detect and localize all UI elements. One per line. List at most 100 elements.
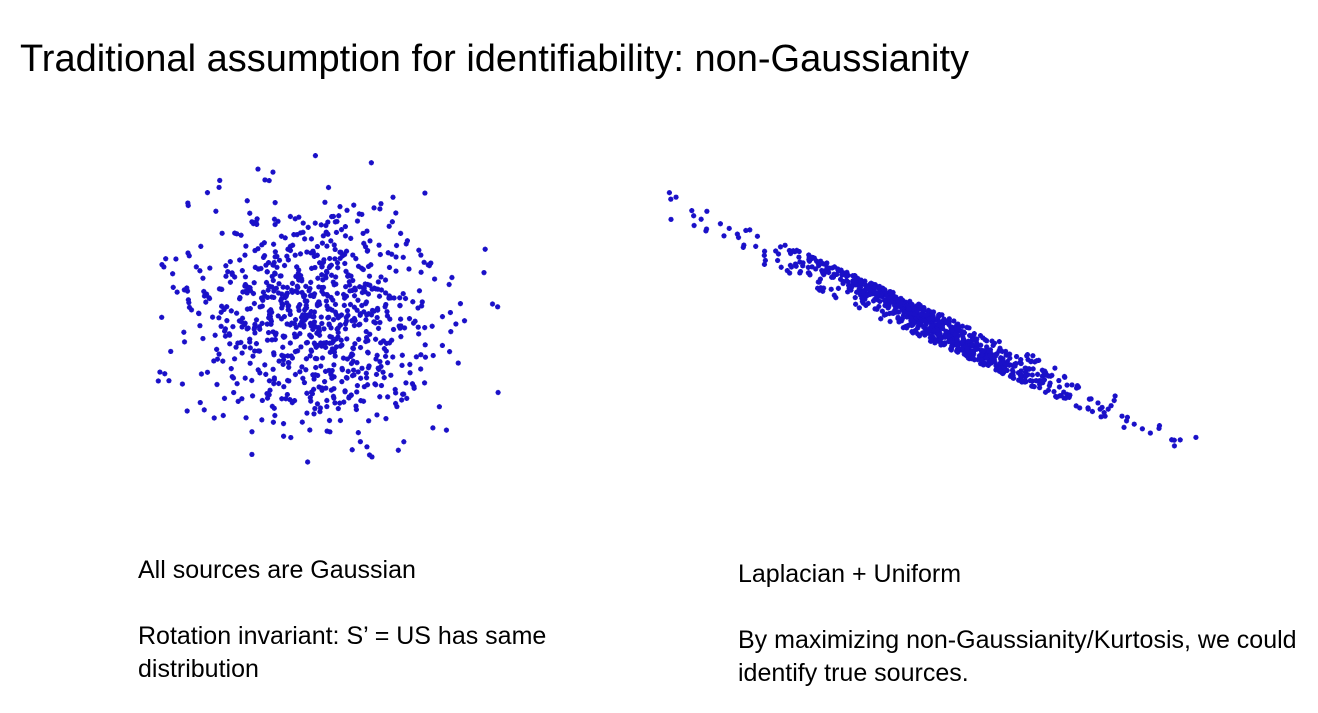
laplacian-uniform-point xyxy=(1121,424,1127,430)
gaussian-point xyxy=(329,346,335,352)
laplacian-uniform-point xyxy=(920,324,927,330)
laplacian-uniform-point xyxy=(901,309,907,315)
gaussian-point xyxy=(292,349,298,355)
laplacian-uniform-point xyxy=(955,345,961,351)
laplacian-uniform-point xyxy=(817,276,823,282)
laplacian-uniform-point xyxy=(1171,443,1178,449)
laplacian-uniform-point xyxy=(792,249,798,255)
gaussian-point xyxy=(336,213,342,219)
laplacian-uniform-point xyxy=(1018,360,1024,367)
laplacian-uniform-point xyxy=(1034,358,1040,364)
laplacian-uniform-point xyxy=(1035,378,1041,384)
laplacian-uniform-point xyxy=(907,298,913,304)
gaussian-point xyxy=(239,268,245,274)
gaussian-point xyxy=(382,353,389,359)
gaussian-point xyxy=(312,264,318,271)
gaussian-point xyxy=(186,304,193,310)
laplacian-uniform-point xyxy=(1045,373,1052,379)
gaussian-point xyxy=(386,223,392,229)
gaussian-point xyxy=(219,230,225,236)
gaussian-point xyxy=(428,260,434,266)
gaussian-point xyxy=(386,340,393,346)
gaussian-point xyxy=(332,353,338,359)
laplacian-uniform-point xyxy=(888,298,894,305)
gaussian-point xyxy=(328,387,334,393)
laplacian-uniform-point xyxy=(934,317,940,323)
laplacian-uniform-point xyxy=(800,260,806,266)
gaussian-point xyxy=(252,321,258,328)
gaussian-point xyxy=(313,364,319,371)
gaussian-point xyxy=(214,346,220,352)
gaussian-point xyxy=(333,344,339,350)
gaussian-point xyxy=(272,221,278,228)
laplacian-uniform-point xyxy=(912,311,918,317)
gaussian-point xyxy=(342,260,348,267)
laplacian-uniform-point xyxy=(960,334,966,340)
gaussian-point xyxy=(303,356,309,362)
gaussian-point xyxy=(341,302,347,308)
gaussian-point xyxy=(337,417,343,424)
laplacian-uniform-point xyxy=(881,297,888,303)
gaussian-point xyxy=(314,401,321,407)
gaussian-point xyxy=(412,318,418,324)
gaussian-point xyxy=(335,265,341,271)
laplacian-uniform-point xyxy=(721,233,727,239)
laplacian-uniform-point xyxy=(858,279,864,285)
gaussian-point xyxy=(270,169,276,175)
gaussian-point xyxy=(291,398,298,404)
laplacian-uniform-point xyxy=(886,304,892,310)
gaussian-point xyxy=(298,344,304,350)
laplacian-uniform-point xyxy=(1023,372,1030,378)
laplacian-uniform-point xyxy=(1193,434,1199,441)
gaussian-point xyxy=(239,315,246,321)
gaussian-point xyxy=(166,378,172,384)
gaussian-point xyxy=(404,238,411,244)
gaussian-point xyxy=(226,331,232,337)
gaussian-point xyxy=(297,322,303,328)
laplacian-uniform-point xyxy=(859,295,865,301)
gaussian-point xyxy=(369,454,375,460)
gaussian-point xyxy=(308,279,314,285)
gaussian-point xyxy=(400,254,406,260)
laplacian-uniform-point xyxy=(704,208,710,214)
laplacian-uniform-scatter-plot xyxy=(666,190,1199,449)
laplacian-uniform-point xyxy=(950,339,956,346)
laplacian-uniform-point xyxy=(980,348,986,354)
laplacian-uniform-point xyxy=(867,291,873,298)
laplacian-uniform-point xyxy=(1003,348,1009,355)
gaussian-point xyxy=(455,360,461,366)
laplacian-uniform-point xyxy=(925,330,931,336)
laplacian-uniform-point xyxy=(977,332,984,339)
laplacian-uniform-point xyxy=(864,284,870,291)
gaussian-point xyxy=(287,340,293,346)
gaussian-point xyxy=(345,312,351,318)
gaussian-point xyxy=(457,301,464,307)
laplacian-uniform-point xyxy=(900,312,907,318)
laplacian-uniform-point xyxy=(809,254,815,260)
gaussian-point xyxy=(372,320,379,326)
gaussian-point xyxy=(270,366,276,372)
laplacian-uniform-point xyxy=(993,362,999,369)
gaussian-point xyxy=(354,382,361,389)
gaussian-point xyxy=(374,352,380,358)
gaussian-point xyxy=(332,400,338,406)
laplacian-uniform-point xyxy=(907,315,914,321)
laplacian-uniform-point xyxy=(922,326,928,333)
gaussian-point xyxy=(300,220,306,226)
laplacian-uniform-point xyxy=(1029,383,1035,389)
gaussian-point xyxy=(311,340,317,346)
gaussian-point xyxy=(378,201,384,207)
gaussian-point xyxy=(285,246,291,252)
gaussian-point xyxy=(193,264,199,270)
laplacian-uniform-point xyxy=(668,196,674,202)
gaussian-point xyxy=(448,328,454,335)
gaussian-point xyxy=(316,324,322,331)
laplacian-uniform-point xyxy=(726,225,732,232)
gaussian-point xyxy=(421,259,427,265)
laplacian-uniform-point xyxy=(717,221,724,227)
gaussian-point xyxy=(259,303,265,309)
laplacian-uniform-point xyxy=(816,279,822,285)
gaussian-point xyxy=(249,429,255,435)
gaussian-point xyxy=(377,394,383,400)
gaussian-point xyxy=(203,291,210,297)
